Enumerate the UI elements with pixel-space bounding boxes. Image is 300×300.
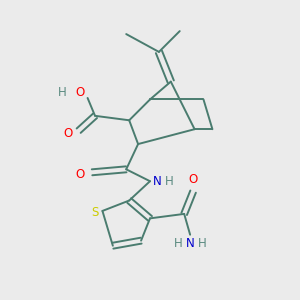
Text: O: O <box>76 168 85 181</box>
Text: S: S <box>91 206 99 219</box>
Text: H: H <box>165 175 173 188</box>
Text: O: O <box>76 85 85 98</box>
Text: H: H <box>58 85 67 98</box>
Text: N: N <box>186 237 194 250</box>
Text: N: N <box>153 175 162 188</box>
Text: H: H <box>174 237 183 250</box>
Text: H: H <box>198 237 206 250</box>
Text: O: O <box>64 127 73 140</box>
Text: O: O <box>188 173 198 186</box>
